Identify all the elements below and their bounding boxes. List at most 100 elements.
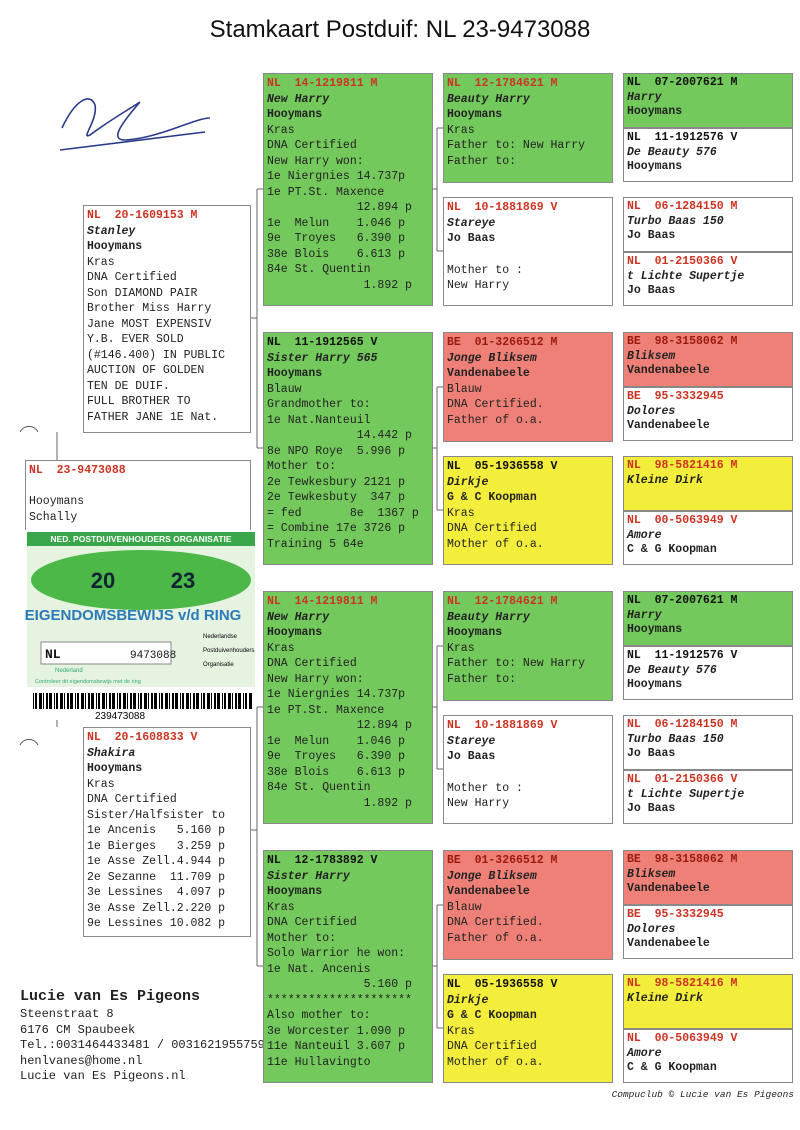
pigeon-box: NL 11-1912576 V De Beauty 576 Hooymans	[623, 128, 793, 182]
owner: G & C Koopman	[447, 1009, 537, 1022]
pigeon-name: New Harry	[267, 92, 330, 106]
barcode-bar	[96, 693, 97, 709]
barcode-bar	[154, 693, 157, 709]
breeder: Lucie van Es Pigeons	[20, 988, 201, 1005]
info-line: TEN DE DUIF.	[87, 379, 170, 393]
info-line: Father to:	[447, 154, 517, 168]
ring-number: NL 01-2150366 V	[627, 773, 738, 786]
pigeon-name: Dirkje	[447, 475, 489, 489]
card-number: 9473088	[130, 650, 176, 662]
pigeon-name: Shakira	[87, 746, 136, 760]
owner: Hooymans	[267, 367, 323, 380]
card-nation: Nederland	[55, 668, 83, 674]
pigeon-box: NL 10-1881869 V Stareye Jo Baas Mother to :…	[443, 715, 613, 824]
info-line: 5.160 p	[267, 978, 412, 991]
info-line: 8e NPO Roye 5.996 p	[267, 444, 406, 458]
barcode-bar	[232, 693, 233, 709]
info-line: FULL BROTHER TO	[87, 395, 191, 408]
barcode-bar	[228, 693, 231, 709]
footer-line: 6176 CM Spaubeek	[20, 1022, 136, 1037]
info-line: Solo Warrior he won:	[267, 947, 406, 960]
card-heading: EIGENDOMSBEWIJS v/d RING	[25, 607, 241, 624]
barcode-bar	[60, 693, 63, 709]
pigeon-box: NL 05-1936558 V Dirkje G & C Koopman Kras DN…	[443, 456, 613, 565]
owner: Jo Baas	[627, 802, 676, 815]
pigeon-name: Kleine Dirk	[627, 473, 703, 487]
info-line: Mother to:	[267, 931, 337, 945]
info-line: 1e PT.St. Maxence	[267, 185, 385, 199]
pigeon-name: Dolores	[627, 404, 676, 418]
owner: Hooymans	[627, 105, 683, 118]
footer-line: Lucie van Es Pigeons.nl	[20, 1069, 186, 1084]
pigeon-box: NL 07-2007621 M Harry Hooymans	[623, 73, 793, 128]
info-line: Kras	[447, 506, 475, 520]
pigeon-name: Amore	[627, 1046, 662, 1060]
pigeon-name: Bliksem	[627, 867, 676, 881]
info-line: Kras	[267, 123, 295, 137]
ring-number: NL 10-1881869 V	[447, 719, 558, 732]
ring-number: NL 11-1912565 V	[267, 336, 378, 349]
barcode-bar	[222, 693, 223, 709]
barcode-bar	[175, 693, 178, 709]
barcode-bar	[161, 693, 163, 709]
barcode-bar	[193, 693, 195, 709]
ring-number: NL 20-1608833 V	[87, 731, 198, 744]
barcode-bar	[85, 693, 86, 709]
info-line: DNA Certified	[267, 916, 357, 929]
info-line: 12.894 p	[267, 719, 412, 732]
barcode-bar	[109, 693, 111, 709]
info-line: 11e Hullavingto	[267, 1055, 371, 1069]
ring-number: BE 98-3158062 M	[627, 853, 738, 866]
owner: C & G Koopman	[627, 1061, 717, 1074]
info-line: 1.892 p	[267, 278, 412, 292]
card-year: 20	[91, 568, 115, 593]
barcode-bar	[43, 693, 44, 709]
pigeon-name: Harry	[627, 608, 662, 622]
pigeon-name: Kleine Dirk	[627, 991, 703, 1005]
pigeon-name: Stareye	[447, 216, 496, 230]
pigeon-box: NL 14-1219811 M New Harry Hooymans Kras DNA …	[263, 73, 433, 306]
info-line: 1e Ancenis 5.160 p	[87, 824, 226, 837]
ring-number: NL 05-1936558 V	[447, 460, 558, 473]
owner: Hooymans	[627, 160, 683, 173]
punch-holes	[19, 425, 39, 746]
pigeon-name: Sister Harry 565	[267, 351, 378, 365]
ring-number: NL 07-2007621 M	[627, 76, 738, 89]
info-line: 3e Lessines 4.097 p	[87, 886, 226, 899]
pigeon-box: NL 98-5821416 M Kleine Dirk	[623, 974, 793, 1029]
owner: Vandenabeele	[447, 367, 530, 380]
info-line: DNA Certified	[267, 139, 357, 152]
info-line: Son DIAMOND PAIR	[87, 286, 198, 300]
footer: Lucie van Es Pigeons Steenstraat 8 6176 CM…	[20, 987, 265, 1085]
barcode-bar	[151, 693, 153, 709]
owner: Hooymans	[627, 623, 683, 636]
credit: Compuclub © Lucie van Es Pigeons	[611, 1089, 794, 1100]
pigeon-box: BE 98-3158062 M Bliksem Vandenabeele	[623, 332, 793, 387]
owner: Hooymans	[87, 240, 143, 253]
owner: Hooymans	[267, 885, 323, 898]
title: Stamkaart Postduif: NL 23-9473088	[209, 16, 591, 43]
card-org: NED. POSTDUIVENHOUDERS ORGANISATIE	[50, 534, 232, 544]
footer-line: Tel.:0031464433481 / 0031621955759	[20, 1038, 265, 1053]
owner: Jo Baas	[627, 284, 676, 297]
ring-number: NL 12-1783892 V	[267, 854, 378, 867]
barcode-bar	[102, 693, 105, 709]
ring-number: NL 11-1912576 V	[627, 131, 738, 144]
footer-line: Steenstraat 8	[20, 1007, 114, 1021]
barcode-bar	[123, 693, 126, 709]
info-line: Grandmother to:	[267, 398, 371, 411]
barcode-bar	[238, 693, 241, 709]
info-line: Kras	[87, 255, 115, 269]
owner: Vandenabeele	[627, 882, 710, 895]
info-line: Kras	[267, 641, 295, 655]
ring-number: BE 98-3158062 M	[627, 335, 738, 348]
info-line: Father of o.a.	[447, 931, 544, 945]
info-line: 14.442 p	[267, 429, 412, 442]
barcode-bar	[165, 693, 168, 709]
barcode-bar	[130, 693, 132, 709]
info-line: 9e Troyes 6.390 p	[267, 232, 406, 245]
barcode-bar	[33, 693, 34, 709]
ring-number: BE 95-3332945	[627, 390, 724, 403]
